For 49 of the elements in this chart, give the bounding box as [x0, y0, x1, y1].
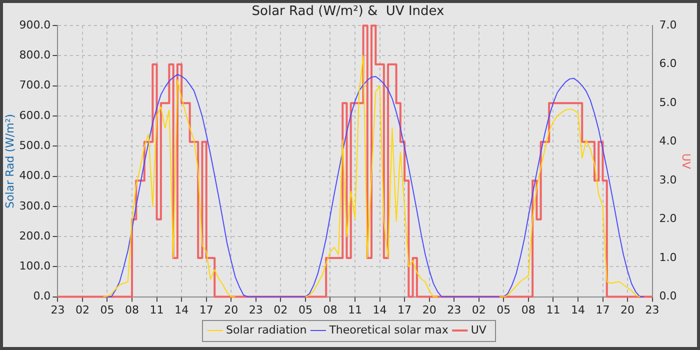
x-tick-label: 14	[174, 303, 189, 316]
x-tick-label: 23	[447, 303, 462, 316]
x-tick-label: 08	[521, 303, 536, 316]
x-tick-label: 20	[224, 303, 238, 316]
x-tick-label: 02	[274, 303, 288, 316]
legend-label: UV	[470, 323, 487, 336]
y-tick-label: 500.0	[19, 138, 51, 152]
chart-title: Solar Rad (W/m²) & UV Index	[252, 4, 445, 20]
x-tick-label: 20	[422, 303, 436, 316]
x-tick-label: 23	[248, 303, 263, 316]
y-tick-label: 100.0	[19, 260, 51, 273]
y-tick-label: 900.0	[19, 18, 51, 32]
legend-label: Theoretical solar max	[328, 323, 449, 336]
y2-tick-label: 5.0	[659, 96, 677, 109]
y-tick-label: 700.0	[19, 78, 51, 92]
y-axis-title: Solar Rad (W/m²)	[3, 114, 16, 208]
y2-tick-label: 4.0	[659, 134, 677, 148]
y2-tick-label: 0.0	[659, 290, 677, 303]
x-tick-label: 20	[620, 303, 635, 316]
x-tick-label: 14	[372, 303, 387, 316]
x-tick-label: 11	[348, 303, 362, 316]
y2-tick-label: 7.0	[659, 18, 677, 32]
y2-tick-label: 1.0	[659, 250, 677, 264]
y-tick-label: 800.0	[19, 48, 51, 62]
x-tick-label: 05	[100, 303, 114, 316]
y2-axis-title: UV	[680, 153, 693, 170]
y-tick-label: 300.0	[19, 199, 51, 212]
x-tick-label: 08	[323, 303, 338, 316]
x-tick-label: 14	[570, 303, 585, 316]
legend-label: Solar radiation	[226, 323, 307, 336]
y-tick-label: 600.0	[19, 108, 51, 122]
y2-tick-label: 3.0	[659, 173, 677, 186]
x-tick-label: 17	[398, 303, 412, 316]
x-tick-label: 11	[150, 303, 164, 316]
x-tick-label: 05	[496, 303, 511, 316]
x-tick-label: 02	[472, 303, 486, 316]
x-tick-label: 17	[199, 303, 214, 316]
x-tick-label: 08	[125, 303, 140, 316]
x-tick-label: 23	[645, 303, 660, 316]
y-tick-label: 200.0	[19, 229, 51, 242]
x-tick-label: 11	[546, 303, 560, 316]
x-tick-label: 17	[596, 303, 610, 316]
y-tick-label: 0.0	[33, 290, 51, 303]
x-tick-label: 02	[75, 303, 90, 316]
y2-tick-label: 6.0	[659, 57, 677, 70]
y2-tick-label: 2.0	[659, 212, 677, 226]
y-tick-label: 400.0	[19, 169, 51, 182]
x-tick-label: 05	[298, 303, 312, 316]
x-tick-label: 23	[50, 303, 65, 316]
